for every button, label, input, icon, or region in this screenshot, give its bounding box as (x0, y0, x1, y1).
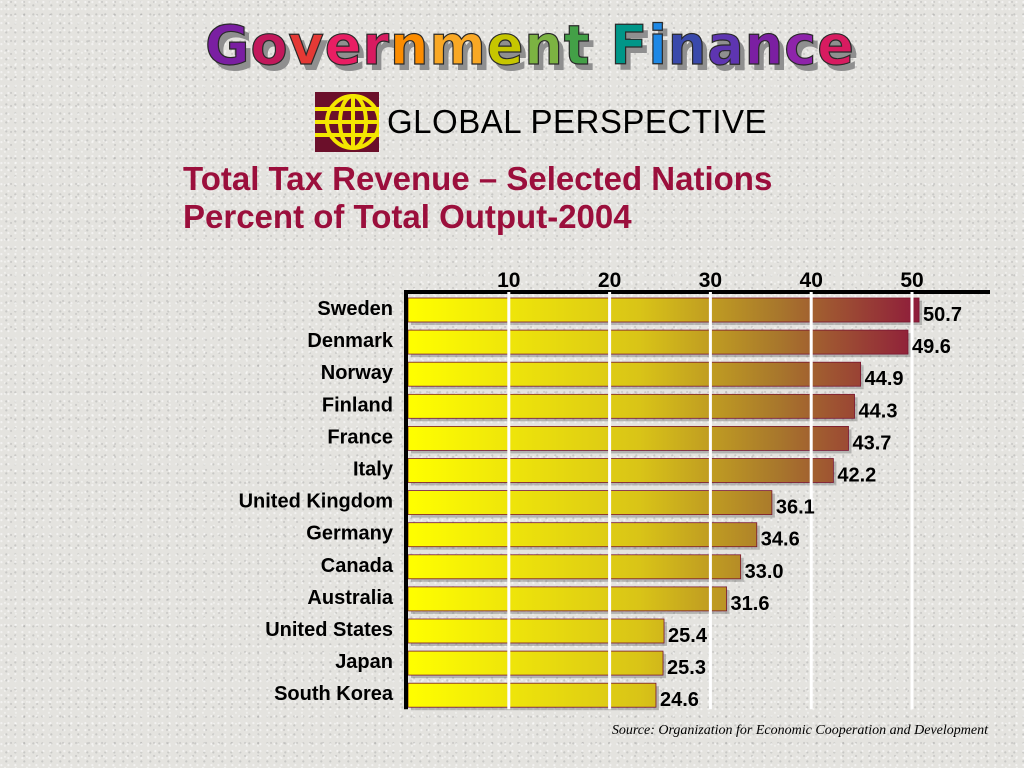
category-label: Canada (321, 555, 394, 577)
category-label: Australia (307, 587, 393, 609)
bar (407, 586, 727, 612)
bar (407, 490, 773, 516)
value-label: 24.6 (660, 689, 699, 711)
chart-subtitle: Percent of Total Output-2004 (183, 198, 632, 235)
global-perspective-badge: GLOBAL PERSPECTIVE (315, 92, 767, 152)
category-label: South Korea (274, 683, 394, 705)
category-label: Denmark (307, 330, 393, 352)
bar (407, 361, 861, 387)
value-label: 25.3 (667, 657, 706, 679)
source-note: Source: Organization for Economic Cooper… (611, 723, 988, 738)
value-label: 44.3 (859, 400, 898, 422)
bar (407, 554, 742, 580)
bar (407, 650, 664, 676)
bar (407, 297, 920, 323)
value-label: 31.6 (731, 593, 770, 615)
value-label: 33.0 (745, 561, 784, 583)
category-label: Germany (306, 523, 394, 545)
bar (407, 393, 855, 419)
x-tick-label: 40 (800, 269, 823, 292)
value-label: 36.1 (776, 497, 815, 519)
chart-title-block: Total Tax Revenue – Selected Nations Per… (183, 160, 772, 236)
badge-text: GLOBAL PERSPECTIVE (387, 103, 768, 140)
value-label: 25.4 (668, 625, 708, 647)
slide-title: Government Finance (205, 13, 855, 77)
value-label: 44.9 (865, 368, 904, 390)
x-tick-label: 10 (497, 269, 520, 292)
category-label: United States (265, 619, 393, 641)
bar (407, 522, 758, 548)
value-label: 42.2 (837, 465, 876, 487)
value-label: 50.7 (923, 304, 962, 326)
x-tick-label: 20 (598, 269, 621, 292)
bar (407, 682, 657, 708)
chart-title: Total Tax Revenue – Selected Nations (183, 160, 773, 197)
category-label: Finland (322, 394, 393, 416)
category-label: Sweden (317, 298, 393, 320)
bar (407, 425, 849, 451)
bar (407, 618, 665, 644)
bar (407, 458, 834, 483)
category-label: Italy (353, 459, 394, 481)
value-label: 34.6 (761, 529, 800, 551)
x-tick-label: 30 (699, 269, 722, 292)
x-tick-label: 50 (900, 269, 923, 292)
globe-icon (315, 92, 379, 152)
bar (407, 329, 909, 355)
category-label: Norway (321, 362, 394, 384)
value-label: 43.7 (852, 432, 891, 454)
value-label: 49.6 (912, 336, 951, 358)
category-label: France (327, 426, 393, 448)
category-label: United Kingdom (239, 491, 393, 513)
category-label: Japan (335, 651, 393, 673)
